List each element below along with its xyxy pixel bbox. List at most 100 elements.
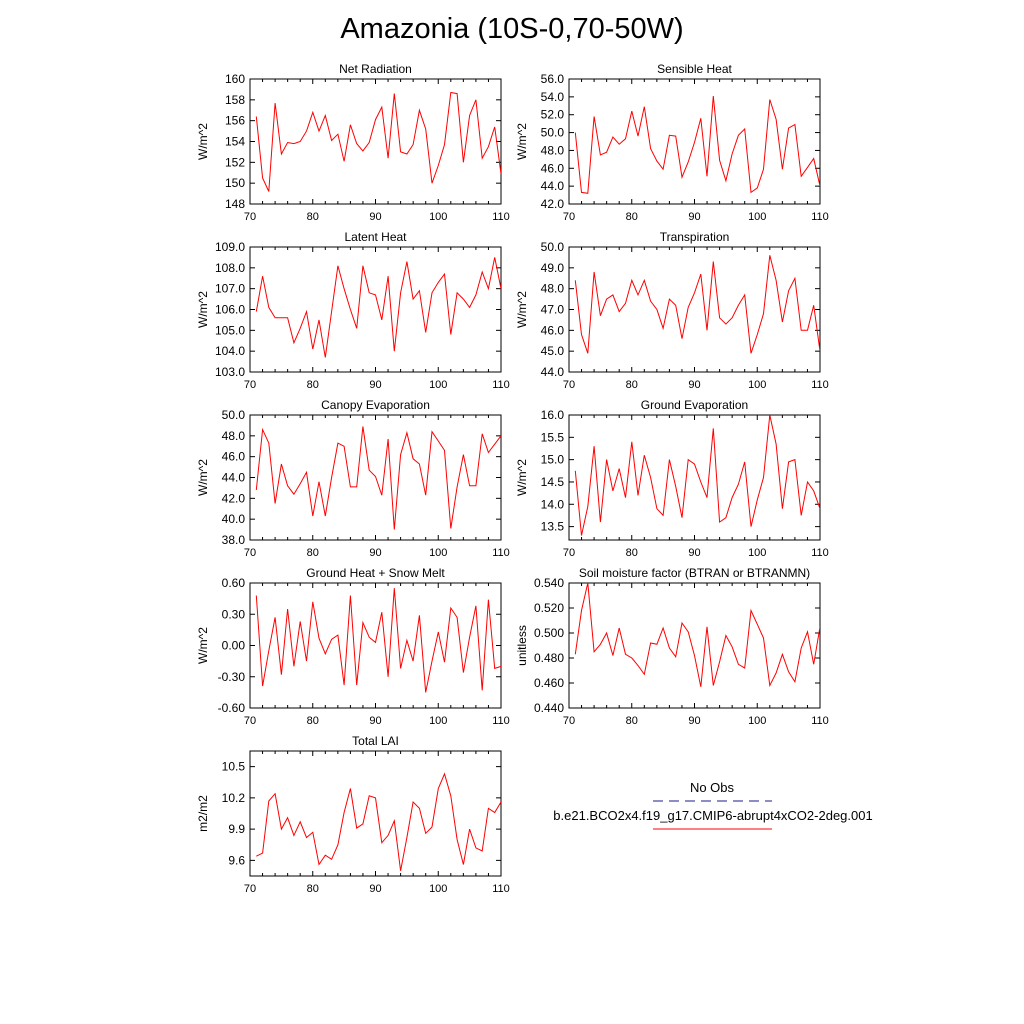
x-tick-label: 80 (626, 211, 638, 223)
x-tick-label: 90 (688, 547, 700, 559)
x-tick-label: 70 (244, 211, 256, 223)
x-tick-label: 90 (688, 715, 700, 727)
y-tick-label: 13.5 (541, 520, 565, 534)
series-line (574, 583, 820, 688)
series-line (255, 91, 501, 192)
y-tick-label: 158 (225, 93, 245, 107)
plot-frame (249, 582, 502, 709)
y-tick-label: 44.0 (222, 471, 246, 485)
plot-frame (568, 414, 821, 541)
panel-title: Canopy Evaporation (321, 398, 430, 412)
panel-title: Latent Heat (344, 230, 407, 244)
panel-canopy-evaporation: Canopy Evaporation W/m^2 70 80 90 100 110 38.0 4… (196, 398, 510, 559)
plot-frame (249, 246, 502, 373)
y-tick-label: 16.0 (541, 408, 565, 422)
x-tick-label: 70 (244, 547, 256, 559)
y-tick-label: 14.5 (541, 475, 565, 489)
y-tick-label: 108.0 (215, 261, 245, 275)
y-tick-label: 104.0 (215, 344, 245, 358)
x-tick-label: 110 (492, 211, 510, 223)
x-tick-label: 90 (369, 715, 381, 727)
y-tick-label: 46.0 (541, 161, 565, 175)
panel-total-lai: Total LAI m2/m2 70 80 90 100 110 9.6 9.9 10.2 10.5 (196, 734, 510, 895)
plot-frame (249, 78, 502, 205)
y-tick-label: 156 (225, 114, 245, 128)
panel-title: Sensible Heat (657, 62, 732, 76)
x-tick-label: 70 (563, 547, 575, 559)
x-tick-label: 90 (369, 547, 381, 559)
y-tick-label: 14.0 (541, 497, 565, 511)
x-tick-label: 70 (563, 211, 575, 223)
panel-soil-moisture-factor-btran-or-btranmn: Soil moisture factor (BTRAN or BTRANMN) u… (515, 566, 829, 727)
y-tick-label: 48.0 (541, 282, 565, 296)
x-tick-label: 100 (429, 883, 447, 895)
x-tick-label: 70 (244, 883, 256, 895)
series-line (255, 588, 501, 693)
y-tick-label: 44.0 (541, 365, 565, 379)
y-tick-label: 160 (225, 72, 245, 86)
panel-title: Soil moisture factor (BTRAN or BTRANMN) (579, 566, 810, 580)
legend: No Obs b.e21.BCO2x4.f19_g17.CMIP6-abrupt… (553, 780, 873, 830)
x-tick-label: 90 (369, 883, 381, 895)
x-tick-label: 110 (492, 883, 510, 895)
x-tick-label: 80 (626, 715, 638, 727)
panel-title: Total LAI (352, 734, 399, 748)
x-tick-label: 100 (748, 379, 766, 391)
y-tick-label: 45.0 (541, 344, 565, 358)
y-tick-label: 46.0 (222, 450, 246, 464)
panel-title: Net Radiation (339, 62, 412, 76)
panel-ground-evaporation: Ground Evaporation W/m^2 70 80 90 100 110 13.5 1… (515, 398, 829, 559)
legend-model-label: b.e21.BCO2x4.f19_g17.CMIP6-abrupt4xCO2-2… (553, 808, 872, 823)
x-tick-label: 90 (369, 379, 381, 391)
y-tick-label: -0.60 (218, 701, 246, 715)
x-tick-label: 80 (307, 883, 319, 895)
y-tick-label: 44.0 (541, 179, 565, 193)
x-tick-label: 110 (492, 379, 510, 391)
y-axis-label: unitless (515, 625, 529, 666)
y-tick-label: 46.0 (541, 323, 565, 337)
x-tick-label: 70 (563, 379, 575, 391)
y-tick-label: 0.540 (534, 576, 564, 590)
y-axis-label: W/m^2 (196, 123, 210, 160)
plot-frame (568, 582, 821, 709)
y-tick-label: 38.0 (222, 533, 246, 547)
plot-frame (249, 750, 502, 877)
y-axis-label: W/m^2 (196, 291, 210, 328)
y-tick-label: 0.460 (534, 676, 564, 690)
y-axis-label: W/m^2 (196, 627, 210, 664)
x-tick-label: 80 (626, 379, 638, 391)
x-tick-label: 110 (811, 211, 829, 223)
panel-transpiration: Transpiration W/m^2 70 80 90 100 110 44.0 45.0 46… (515, 230, 829, 391)
series-line (255, 426, 501, 530)
y-tick-label: 103.0 (215, 365, 245, 379)
y-tick-label: 148 (225, 197, 245, 211)
y-tick-label: 42.0 (541, 197, 565, 211)
y-tick-label: 10.5 (222, 760, 246, 774)
panel-title: Ground Evaporation (641, 398, 748, 412)
x-tick-label: 90 (688, 211, 700, 223)
x-tick-label: 100 (429, 715, 447, 727)
y-tick-label: 150 (225, 176, 245, 190)
x-tick-label: 100 (429, 547, 447, 559)
x-tick-label: 70 (563, 715, 575, 727)
panel-net-radiation: Net Radiation W/m^2 70 80 90 100 110 148 150 152 1… (196, 62, 510, 223)
series-line (255, 257, 501, 358)
y-tick-label: 54.0 (541, 90, 565, 104)
y-tick-label: 0.480 (534, 651, 564, 665)
y-axis-label: W/m^2 (196, 459, 210, 496)
x-tick-label: 90 (688, 379, 700, 391)
x-tick-label: 70 (244, 715, 256, 727)
x-tick-label: 80 (307, 379, 319, 391)
y-tick-label: 9.9 (228, 822, 245, 836)
y-tick-label: -0.30 (218, 670, 246, 684)
y-tick-label: 52.0 (541, 108, 565, 122)
x-tick-label: 110 (811, 379, 829, 391)
y-axis-label: W/m^2 (515, 123, 529, 160)
y-tick-label: 9.6 (228, 853, 245, 867)
y-tick-label: 0.440 (534, 701, 564, 715)
x-tick-label: 80 (626, 547, 638, 559)
panel-title: Ground Heat + Snow Melt (306, 566, 445, 580)
x-tick-label: 90 (369, 211, 381, 223)
y-tick-label: 50.0 (541, 240, 565, 254)
y-tick-label: 107.0 (215, 282, 245, 296)
